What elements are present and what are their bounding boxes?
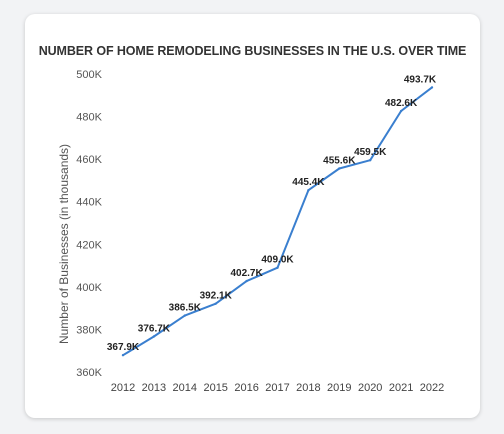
data-label: 459.5K: [354, 147, 387, 158]
data-label: 493.7K: [404, 74, 437, 85]
data-point: [245, 279, 248, 283]
series-layer: [121, 86, 434, 357]
y-tick-label: 480K: [76, 112, 102, 124]
y-tick-label: 500K: [76, 69, 102, 81]
data-point: [183, 314, 186, 317]
x-tick-label: 2020: [358, 382, 382, 394]
data-point: [369, 159, 372, 162]
data-label: 392.1K: [200, 291, 233, 302]
y-axis: 360K 380K 400K 420K 440K 460K 480K 500K: [76, 69, 102, 379]
data-label: 409.0K: [261, 255, 294, 266]
y-tick-label: 400K: [76, 282, 102, 294]
y-tick-label: 440K: [76, 197, 102, 209]
x-tick-label: 2016: [234, 382, 258, 394]
data-point: [399, 109, 403, 113]
data-point: [214, 302, 217, 305]
data-label: 482.6K: [385, 98, 418, 109]
data-label: 445.4K: [292, 177, 325, 188]
data-point: [152, 335, 156, 338]
chart-card: NUMBER OF HOME REMODELING BUSINESSES IN …: [25, 14, 480, 418]
data-point: [307, 189, 310, 192]
x-tick-label: 2018: [296, 382, 320, 394]
y-tick-label: 420K: [76, 239, 102, 251]
x-tick-label: 2017: [265, 382, 289, 394]
chart-title: NUMBER OF HOME REMODELING BUSINESSES IN …: [38, 44, 467, 58]
x-tick-label: 2013: [142, 382, 166, 394]
data-label: 402.7K: [230, 268, 263, 279]
x-tick-label: 2019: [327, 382, 351, 394]
data-label: 386.5K: [169, 303, 202, 314]
series-line: [122, 86, 433, 357]
x-tick-label: 2022: [420, 382, 444, 394]
data-point: [338, 167, 341, 170]
x-tick-label: 2012: [111, 382, 135, 394]
data-label: 367.9K: [107, 342, 140, 353]
data-point: [430, 86, 434, 89]
x-tick-label: 2014: [173, 382, 197, 394]
data-label: 455.6K: [323, 156, 356, 167]
data-point: [276, 266, 279, 269]
x-axis: 2012 2013 2014 2015 2016 2017 2018 2019 2020 2021…: [111, 382, 444, 394]
y-tick-label: 460K: [76, 154, 102, 166]
y-tick-label: 360K: [76, 367, 102, 379]
y-tick-label: 380K: [76, 324, 102, 336]
y-axis-label: Number of Businesses (in thousands): [57, 144, 71, 344]
x-tick-label: 2015: [203, 382, 227, 394]
data-point: [121, 353, 125, 357]
data-label: 376.7K: [138, 323, 171, 334]
x-tick-label: 2021: [389, 382, 413, 394]
